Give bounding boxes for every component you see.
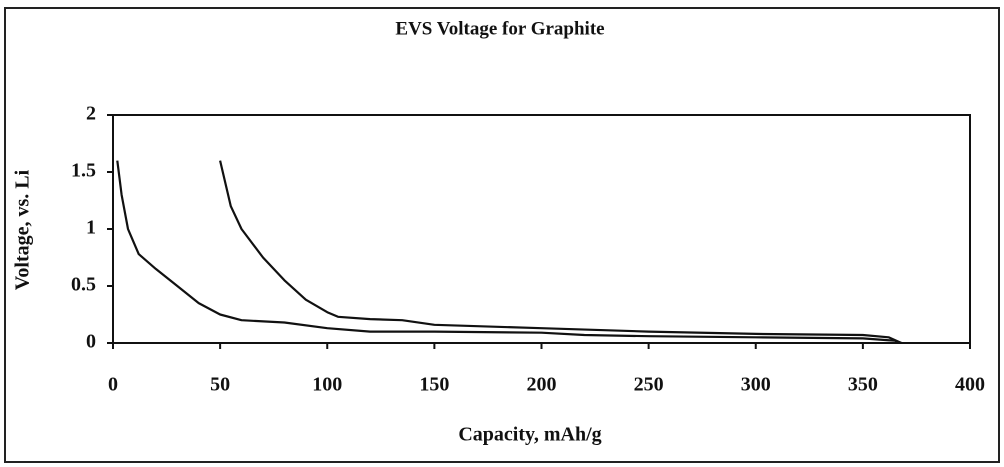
chart-title: EVS Voltage for Graphite (395, 18, 604, 39)
y-tick-label: 1.5 (71, 160, 96, 182)
x-tick-label: 400 (955, 374, 985, 396)
x-tick-label: 100 (312, 374, 342, 396)
y-tick-label: 2 (86, 103, 96, 125)
y-axis-label: Voltage, vs. Li (12, 169, 34, 290)
x-axis-label: Capacity, mAh/g (458, 424, 601, 446)
data-line (116, 160, 902, 345)
x-tick-label: 350 (848, 374, 878, 396)
x-tick-label: 300 (741, 374, 771, 396)
x-tick-label: 0 (108, 374, 118, 396)
y-tick-label: 0 (86, 331, 96, 353)
x-tick-label: 250 (634, 374, 664, 396)
x-tick-label: 50 (210, 374, 230, 396)
x-tick-label: 150 (419, 374, 449, 396)
x-tick-label: 200 (527, 374, 557, 396)
data-line (219, 160, 902, 345)
y-tick-label: 0.5 (71, 274, 96, 296)
chart-frame (4, 7, 1000, 463)
y-tick-label: 1 (86, 217, 96, 239)
